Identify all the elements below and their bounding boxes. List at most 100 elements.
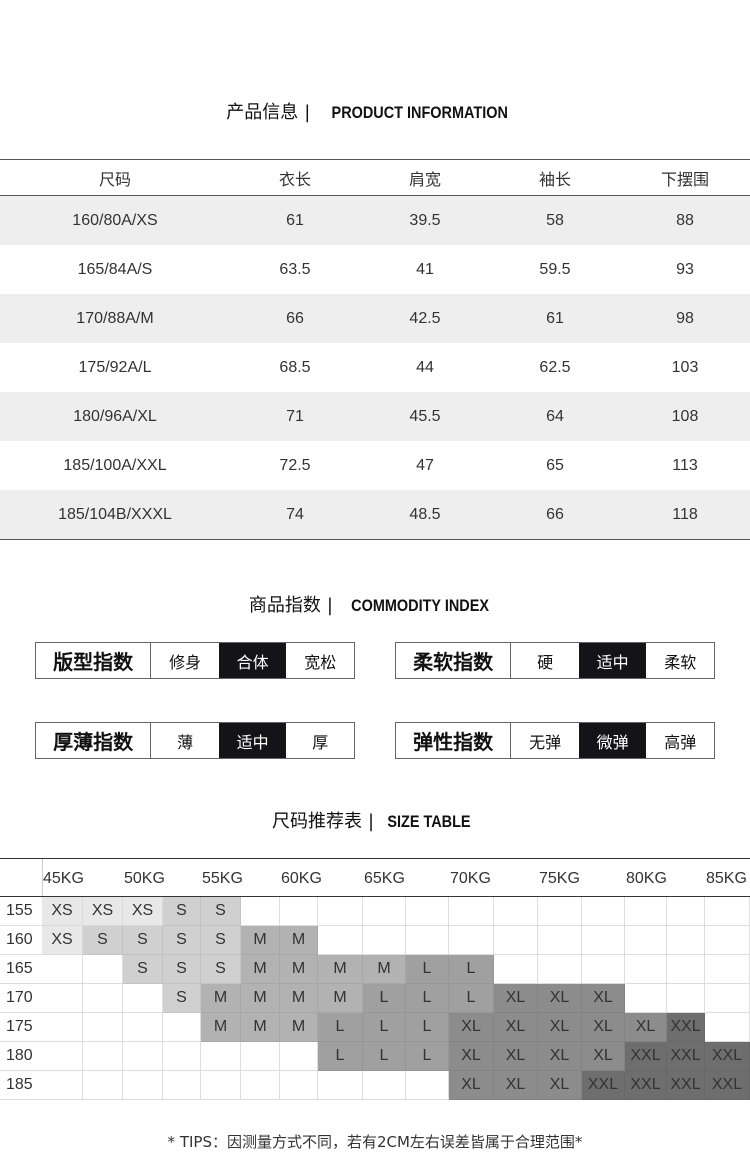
size-cell: XL — [494, 1042, 538, 1071]
index-option: 硬 — [537, 652, 554, 672]
size-cell — [42, 1013, 83, 1042]
size-cell — [363, 897, 406, 926]
weight-label: 70KG — [450, 870, 491, 887]
size-table-title: 尺码推荐表 | SIZE TABLE — [0, 807, 750, 833]
column-header: 肩宽 — [408, 169, 441, 189]
table-cell: 45.5 — [409, 407, 441, 425]
size-cell — [449, 897, 494, 926]
size-cell — [625, 897, 667, 926]
table-cell: 61 — [286, 211, 304, 229]
weight-label: 60KG — [281, 870, 322, 887]
table-row: 160/80A/XS 61 39.5 58 88 — [0, 196, 750, 245]
table-row: 165/84A/S 63.5 41 59.5 93 — [0, 245, 750, 294]
table-cell: 180/96A/XL — [73, 407, 157, 425]
size-cell: S — [163, 955, 201, 984]
index-label: 厚薄指数 — [36, 723, 152, 758]
size-cell: XL — [538, 984, 582, 1013]
size-cell — [449, 926, 494, 955]
table-cell: 185/104B/XXXL — [58, 505, 172, 523]
size-cell: M — [318, 984, 363, 1013]
size-cell — [280, 1071, 318, 1100]
size-cell: S — [201, 955, 241, 984]
size-cell: L — [363, 1013, 406, 1042]
table-header-row: 尺码 衣长 肩宽 袖长 下摆围 — [0, 160, 750, 196]
title-sep: | — [368, 811, 375, 832]
index-option: 柔软 — [664, 652, 697, 672]
title-cn: 尺码推荐表 — [272, 811, 362, 832]
size-cell — [406, 926, 449, 955]
table-cell: 93 — [676, 260, 694, 278]
table-cell: 48.5 — [409, 505, 441, 523]
size-cell: M — [241, 1013, 280, 1042]
size-cell — [163, 1071, 201, 1100]
table-cell: 170/88A/M — [76, 309, 154, 327]
size-recommend-table: 45KG 50KG 55KG 60KG 65KG 70KG 75KG 80KG 85KG 155 X… — [0, 858, 750, 1100]
size-row: 185 XL XL XL XXL XXL XXL XXL — [0, 1071, 750, 1100]
size-table-header: 45KG 50KG 55KG 60KG 65KG 70KG 75KG 80KG 85KG — [0, 859, 750, 897]
index-option: 厚 — [312, 732, 329, 752]
size-cell — [42, 1042, 83, 1071]
size-cell — [705, 1013, 750, 1042]
size-row: 155 XS XS XS S S — [0, 897, 750, 926]
size-cell: XL — [449, 1071, 494, 1100]
index-option-selected: 微弹 — [578, 723, 647, 758]
product-info-table: 尺码 衣长 肩宽 袖长 下摆围 160/80A/XS 61 39.5 58 88 165/84A/S… — [0, 159, 750, 540]
size-cell — [318, 1071, 363, 1100]
weight-label: 65KG — [364, 870, 405, 887]
table-cell: 72.5 — [279, 456, 311, 474]
size-cell — [163, 1013, 201, 1042]
table-cell: 113 — [672, 456, 698, 474]
weight-label: 75KG — [539, 870, 580, 887]
size-cell — [123, 984, 163, 1013]
size-cell: XXL — [582, 1071, 625, 1100]
size-cell: S — [123, 955, 163, 984]
height-label: 170 — [0, 984, 42, 1013]
table-cell: 185/100A/XXL — [63, 456, 167, 474]
size-cell: M — [363, 955, 406, 984]
size-cell: S — [123, 926, 163, 955]
weight-label: 50KG — [124, 870, 165, 887]
index-label: 柔软指数 — [396, 643, 512, 678]
size-cell — [494, 897, 538, 926]
size-cell: L — [318, 1013, 363, 1042]
size-cell — [42, 1071, 83, 1100]
table-cell: 74 — [286, 505, 304, 523]
size-cell — [201, 1042, 241, 1071]
table-cell: 62.5 — [539, 358, 571, 376]
weight-label: 55KG — [202, 870, 243, 887]
table-cell: 71 — [286, 407, 304, 425]
table-cell: 64 — [546, 407, 564, 425]
size-cell: M — [241, 984, 280, 1013]
size-cell: XL — [494, 984, 538, 1013]
title-cn: 商品指数 — [248, 595, 321, 616]
size-cell: XXL — [667, 1013, 705, 1042]
size-cell: L — [449, 984, 494, 1013]
size-cell: XS — [83, 897, 123, 926]
size-cell — [667, 984, 705, 1013]
size-cell: XL — [582, 1042, 625, 1071]
index-option: 修身 — [169, 652, 202, 672]
size-cell — [538, 955, 582, 984]
height-label: 180 — [0, 1042, 42, 1071]
size-cell — [280, 1042, 318, 1071]
index-option: 高弹 — [664, 732, 697, 752]
size-cell — [241, 1042, 280, 1071]
size-cell — [667, 897, 705, 926]
size-cell: L — [406, 1013, 449, 1042]
table-cell: 61 — [546, 309, 564, 327]
size-cell — [83, 1071, 123, 1100]
size-cell — [201, 1071, 241, 1100]
column-header: 下摆围 — [660, 169, 709, 189]
size-cell — [241, 1071, 280, 1100]
table-row: 175/92A/L 68.5 44 62.5 103 — [0, 343, 750, 392]
size-row: 170 S M M M M L L L XL XL XL — [0, 984, 750, 1013]
size-cell — [625, 955, 667, 984]
size-cell: XL — [449, 1013, 494, 1042]
table-cell: 41 — [416, 260, 434, 278]
index-option-selected: 适中 — [218, 723, 287, 758]
index-option: 无弹 — [529, 732, 562, 752]
table-cell: 160/80A/XS — [72, 211, 158, 229]
size-cell — [42, 955, 83, 984]
index-box: 弹性指数 无弹 微弹 高弹 — [395, 722, 715, 759]
table-cell: 66 — [546, 505, 564, 523]
